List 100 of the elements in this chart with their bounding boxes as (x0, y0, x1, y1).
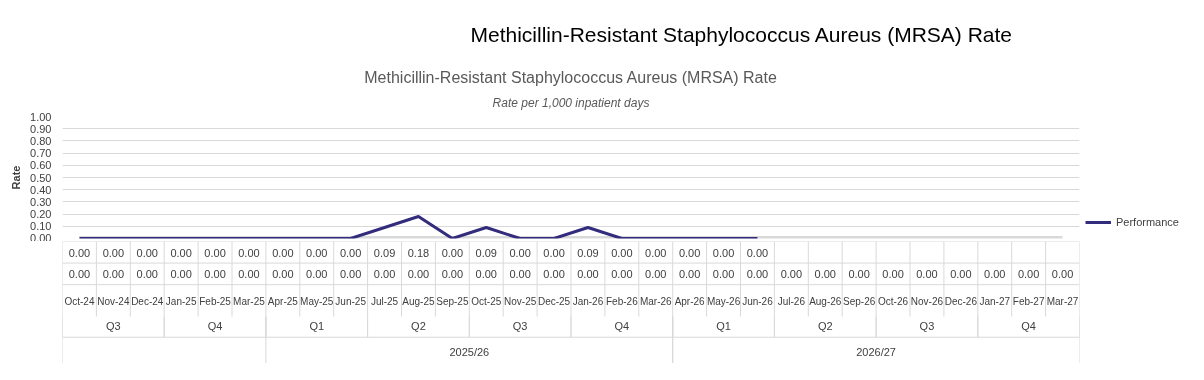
text: Q3 (512, 319, 528, 332)
data-label: 0.00 (848, 268, 870, 281)
data-label: 0.00 (170, 268, 192, 281)
data-label: 0.00 (306, 268, 328, 281)
x-tick-label: Dec-26 (944, 296, 978, 308)
text: Q2 (411, 319, 426, 332)
text: Q2 (817, 319, 833, 332)
data-label: 0.00 (68, 268, 91, 281)
x-tick-label: Jun-26 (742, 296, 774, 308)
x-tick-label: Dec-25 (537, 296, 571, 308)
y-tick-label: 1.00 (30, 110, 52, 123)
data-label: 0.00 (678, 246, 701, 259)
data-label: 0.00 (1051, 268, 1074, 281)
y-tick-label: 0.40 (30, 183, 52, 196)
data-label: 0.00 (814, 268, 836, 281)
text: Methicillin-Resistant Staphylococcus Aureus (MRSA) Rate (470, 22, 1013, 46)
x-tick-label: Apr-25 (267, 296, 299, 308)
x-tick-label: Dec-24 (131, 296, 164, 308)
data-label: 0.00 (441, 268, 464, 281)
chart-subtitle: Rate per 1,000 inpatient days (492, 95, 650, 110)
text: 2026/27 (856, 346, 896, 359)
y-tick-label: 0.50 (30, 171, 52, 184)
data-label: 0.00 (509, 268, 531, 281)
x-tick-label: Nov-24 (97, 296, 130, 308)
data-label: 0.00 (475, 268, 497, 281)
data-label: 0.18 (407, 246, 430, 259)
y-tick-label: 0.70 (30, 147, 52, 160)
data-label: 0.00 (68, 246, 91, 259)
data-label: 0.00 (645, 246, 667, 259)
data-label: 0.00 (102, 246, 125, 259)
data-label: 0.00 (170, 246, 192, 259)
data-label: 0.00 (102, 268, 125, 281)
data-label: 0.00 (780, 268, 803, 281)
y-tick-label: 0.20 (30, 208, 52, 221)
data-label: 0.00 (339, 246, 362, 259)
x-tick-label: Sep-26 (843, 296, 876, 308)
data-label: 0.00 (746, 268, 769, 281)
x-tick-label: May-26 (706, 296, 741, 308)
text: Q4 (207, 319, 223, 332)
text: Q3 (919, 319, 935, 332)
y-tick-label: 0.00 (30, 231, 52, 244)
x-tick-label: Oct-26 (878, 296, 909, 308)
data-label: 0.00 (407, 268, 430, 281)
data-label: 0.00 (509, 246, 531, 259)
text: Q1 (309, 319, 325, 332)
data-label: 0.00 (577, 268, 599, 281)
y-tick-label: 0.80 (30, 134, 52, 147)
x-tick-label: Jul-25 (370, 296, 399, 308)
x-tick-label: Sep-25 (436, 296, 469, 308)
data-label: 0.00 (204, 246, 226, 259)
x-tick-label: Oct-24 (64, 296, 95, 308)
x-tick-label: May-25 (300, 296, 334, 308)
data-label: 0.00 (950, 268, 972, 281)
chart-title: Methicillin-Resistant Staphylococcus Aureus (MRSA) Rate (364, 68, 777, 86)
data-label: 0.00 (1017, 268, 1040, 281)
x-tick-label: Feb-26 (606, 296, 639, 308)
y-tick-label: 0.60 (30, 159, 52, 172)
x-tick-label: Aug-26 (809, 296, 842, 308)
x-tick-label: Mar-27 (1046, 296, 1079, 308)
data-label: 0.00 (543, 246, 565, 259)
data-label: 0.00 (712, 246, 735, 259)
x-tick-label: Aug-25 (402, 296, 436, 308)
data-label: 0.00 (645, 268, 667, 281)
data-label: 0.00 (272, 268, 294, 281)
y-tick-label: 0.10 (30, 220, 52, 233)
data-label: 0.00 (678, 268, 701, 281)
x-tick-label: Jan-26 (572, 296, 604, 308)
x-tick-label: Jan-25 (165, 296, 197, 308)
data-label: 0.00 (611, 268, 633, 281)
x-tick-label: Jul-26 (777, 296, 806, 308)
data-label: 0.00 (339, 268, 362, 281)
text: Q4 (1021, 319, 1036, 332)
x-tick-label: Feb-27 (1012, 296, 1045, 308)
data-label: 0.09 (577, 246, 599, 259)
data-label: 0.00 (611, 246, 633, 259)
data-label: 0.00 (272, 246, 294, 259)
y-tick-label: 0.30 (30, 195, 52, 208)
text: 2025/26 (449, 346, 490, 359)
data-label: 0.00 (984, 268, 1006, 281)
text: Q4 (614, 319, 630, 332)
x-tick-label: Oct-25 (471, 296, 502, 308)
y-axis-title: Rate (10, 165, 23, 190)
x-tick-label: Jun-25 (335, 296, 367, 308)
data-label: 0.00 (746, 246, 769, 259)
x-tick-label: Apr-26 (674, 296, 706, 308)
data-label: 0.00 (238, 268, 260, 281)
x-tick-label: Jan-27 (979, 296, 1011, 308)
data-label: 0.00 (882, 268, 904, 281)
legend-label: Performance (1116, 216, 1179, 228)
data-label: 0.00 (238, 246, 260, 259)
x-tick-label: Nov-26 (910, 296, 944, 308)
text: Q1 (716, 319, 731, 332)
data-label: 0.00 (306, 246, 328, 259)
data-label: 0.00 (204, 268, 226, 281)
data-label: 0.00 (712, 268, 735, 281)
data-label: 0.09 (373, 246, 396, 259)
data-label: 0.00 (543, 268, 565, 281)
data-label: 0.00 (136, 246, 158, 259)
x-tick-label: Nov-25 (504, 296, 537, 308)
data-label: 0.00 (916, 268, 938, 281)
